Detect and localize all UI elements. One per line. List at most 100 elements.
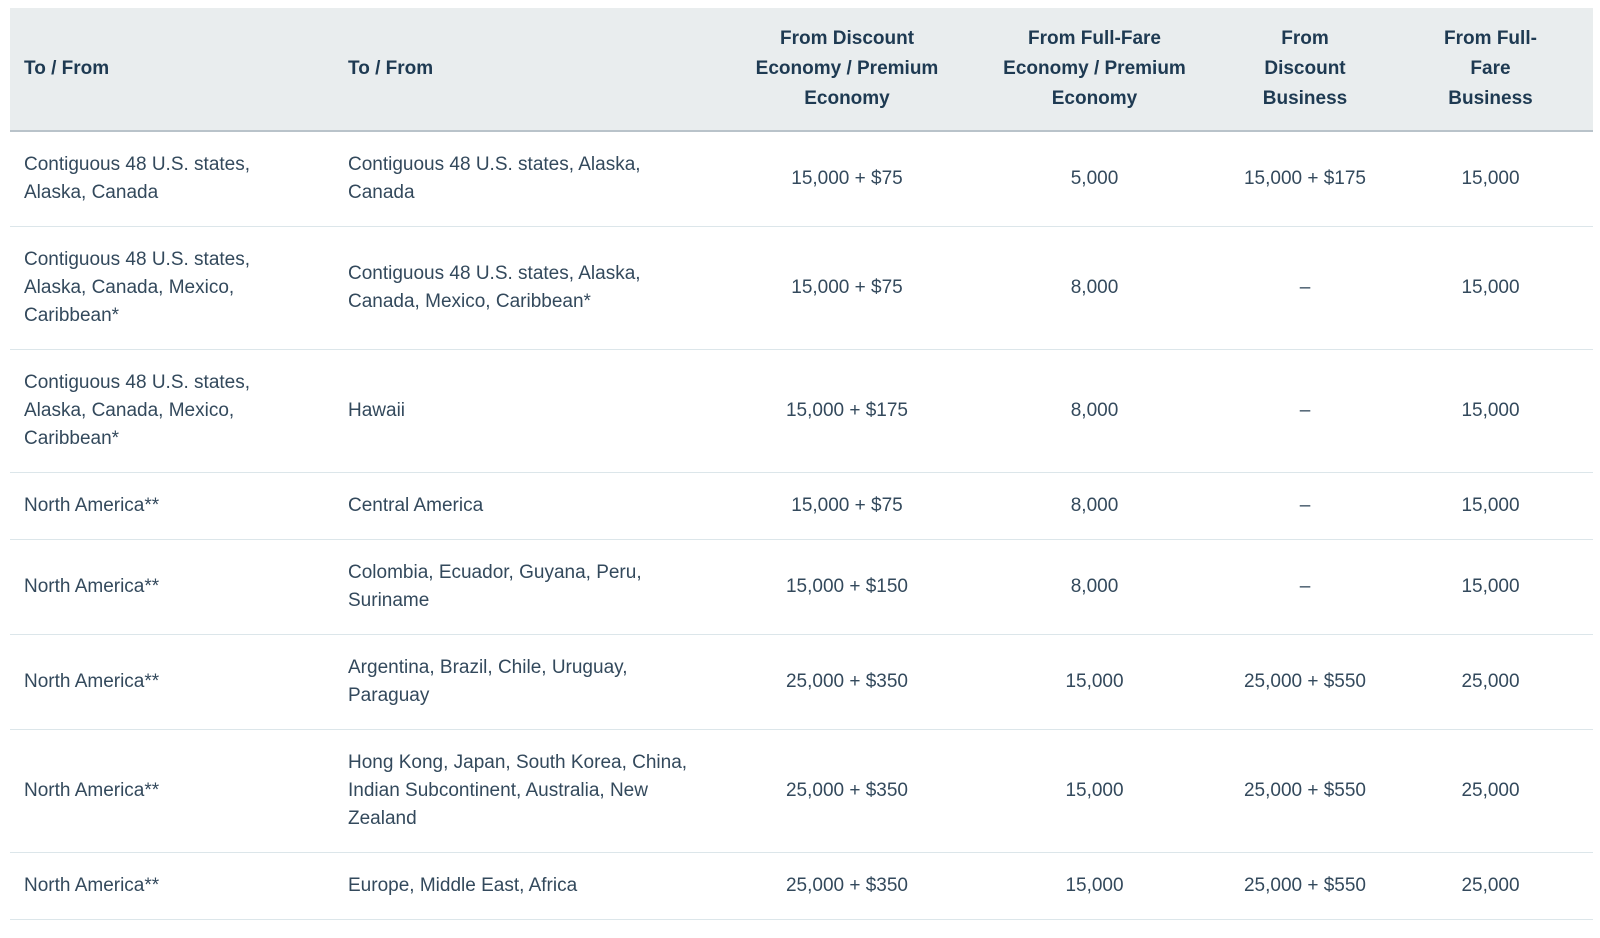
cell-full-fare-economy-price: 8,000 bbox=[979, 349, 1210, 473]
cell-text: Contiguous 48 U.S. states, Alaska, Canad… bbox=[24, 154, 251, 203]
col-header-label: From Full-Fare Economy / Premium Economy bbox=[1003, 28, 1186, 109]
col-header-label: To / From bbox=[348, 58, 434, 79]
cell-text: 25,000 + $350 bbox=[785, 671, 909, 692]
cell-full-fare-economy-price: 8,000 bbox=[979, 472, 1210, 540]
cell-discount-business-price: – bbox=[1210, 226, 1400, 350]
cell-text: North America** bbox=[24, 780, 160, 801]
cell-text: 15,000 + $150 bbox=[785, 576, 909, 597]
cell-text: 15,000 bbox=[1461, 277, 1520, 298]
cell-text: 8,000 bbox=[1070, 400, 1119, 421]
cell-discount-economy-price: 15,000 + $150 bbox=[731, 539, 979, 635]
cell-text: Central America bbox=[348, 495, 484, 516]
cell-origin-region: North America** bbox=[10, 539, 340, 635]
cell-text: North America** bbox=[24, 576, 160, 597]
table-row: North America** Colombia, Ecuador, Guyan… bbox=[10, 539, 1593, 635]
cell-destination-region: Hawaii bbox=[340, 349, 731, 473]
table-row: North America** Hong Kong, Japan, South … bbox=[10, 729, 1593, 853]
cell-text: 15,000 bbox=[1065, 875, 1124, 896]
col-header-label: From Full-Fare Business bbox=[1444, 28, 1537, 109]
cell-origin-region: Contiguous 48 U.S. states, Alaska, Canad… bbox=[10, 349, 340, 473]
cell-text: 25,000 + $350 bbox=[785, 780, 909, 801]
cell-text: 15,000 bbox=[1461, 400, 1520, 421]
table-row: Contiguous 48 U.S. states, Alaska, Canad… bbox=[10, 349, 1593, 473]
cell-origin-region: Contiguous 48 U.S. states, Alaska, Canad… bbox=[10, 131, 340, 227]
cell-text: 5,000 bbox=[1070, 168, 1119, 189]
cell-text: Contiguous 48 U.S. states, Alaska, Canad… bbox=[348, 263, 641, 312]
cell-origin-region: North America** bbox=[10, 729, 340, 853]
cell-discount-economy-price: 15,000 + $75 bbox=[731, 131, 979, 227]
cell-discount-economy-price: 25,000 + $350 bbox=[731, 634, 979, 730]
cell-full-fare-business-price: 15,000 bbox=[1400, 472, 1593, 540]
cell-text: 25,000 + $350 bbox=[785, 875, 909, 896]
cell-text: 15,000 bbox=[1065, 671, 1124, 692]
cell-destination-region: Contiguous 48 U.S. states, Alaska, Canad… bbox=[340, 131, 731, 227]
cell-discount-business-price: 15,000 + $175 bbox=[1210, 131, 1400, 227]
col-header-label: From Discount Economy / Premium Economy bbox=[755, 28, 939, 109]
cell-text: 25,000 bbox=[1461, 671, 1520, 692]
cell-destination-region: Europe, Middle East, Africa bbox=[340, 852, 731, 920]
cell-full-fare-business-price: 15,000 bbox=[1400, 131, 1593, 227]
cell-text: 25,000 + $550 bbox=[1243, 671, 1367, 692]
cell-text: 25,000 bbox=[1461, 780, 1520, 801]
cell-destination-region: Colombia, Ecuador, Guyana, Peru, Surinam… bbox=[340, 539, 731, 635]
cell-text: Colombia, Ecuador, Guyana, Peru, Surinam… bbox=[348, 562, 642, 611]
cell-text: Argentina, Brazil, Chile, Uruguay, Parag… bbox=[348, 657, 628, 706]
cell-origin-region: North America** bbox=[10, 852, 340, 920]
cell-full-fare-economy-price: 15,000 bbox=[979, 634, 1210, 730]
cell-text: 15,000 + $75 bbox=[791, 168, 903, 189]
cell-text: 15,000 bbox=[1065, 780, 1124, 801]
cell-full-fare-business-price: 15,000 bbox=[1400, 349, 1593, 473]
upgrade-award-chart-table: To / From To / From From Discount Econom… bbox=[10, 8, 1593, 920]
cell-text: 25,000 bbox=[1461, 875, 1520, 896]
cell-full-fare-economy-price: 15,000 bbox=[979, 852, 1210, 920]
cell-discount-economy-price: 15,000 + $75 bbox=[731, 226, 979, 350]
cell-discount-economy-price: 15,000 + $175 bbox=[731, 349, 979, 473]
cell-full-fare-economy-price: 15,000 bbox=[979, 729, 1210, 853]
cell-destination-region: Contiguous 48 U.S. states, Alaska, Canad… bbox=[340, 226, 731, 350]
cell-text: 8,000 bbox=[1070, 495, 1119, 516]
cell-text: Contiguous 48 U.S. states, Alaska, Canad… bbox=[348, 154, 641, 203]
col-header-discount-economy: From Discount Economy / Premium Economy bbox=[731, 8, 979, 132]
cell-discount-economy-price: 25,000 + $350 bbox=[731, 852, 979, 920]
cell-destination-region: Hong Kong, Japan, South Korea, China, In… bbox=[340, 729, 731, 853]
cell-full-fare-economy-price: 8,000 bbox=[979, 539, 1210, 635]
cell-text: Contiguous 48 U.S. states, Alaska, Canad… bbox=[24, 249, 251, 326]
cell-text: 8,000 bbox=[1070, 277, 1119, 298]
cell-text: 15,000 + $75 bbox=[791, 495, 903, 516]
cell-text: 15,000 + $75 bbox=[791, 277, 903, 298]
cell-origin-region: North America** bbox=[10, 634, 340, 730]
cell-text: Europe, Middle East, Africa bbox=[348, 875, 578, 896]
cell-origin-region: North America** bbox=[10, 472, 340, 540]
cell-text: Hong Kong, Japan, South Korea, China, In… bbox=[348, 752, 688, 829]
cell-text: – bbox=[1299, 576, 1311, 597]
cell-text: Contiguous 48 U.S. states, Alaska, Canad… bbox=[24, 372, 251, 449]
col-header-full-fare-business: From Full-Fare Business bbox=[1400, 8, 1593, 132]
col-header-label: To / From bbox=[24, 58, 110, 79]
table-row: North America** Argentina, Brazil, Chile… bbox=[10, 634, 1593, 730]
cell-discount-economy-price: 15,000 + $75 bbox=[731, 472, 979, 540]
cell-text: 25,000 + $550 bbox=[1243, 780, 1367, 801]
cell-text: – bbox=[1299, 277, 1311, 298]
cell-full-fare-business-price: 15,000 bbox=[1400, 539, 1593, 635]
cell-text: North America** bbox=[24, 875, 160, 896]
cell-text: North America** bbox=[24, 671, 160, 692]
cell-destination-region: Argentina, Brazil, Chile, Uruguay, Parag… bbox=[340, 634, 731, 730]
col-header-full-fare-economy: From Full-Fare Economy / Premium Economy bbox=[979, 8, 1210, 132]
cell-text: 15,000 bbox=[1461, 576, 1520, 597]
cell-full-fare-economy-price: 5,000 bbox=[979, 131, 1210, 227]
cell-discount-business-price: 25,000 + $550 bbox=[1210, 729, 1400, 853]
cell-text: 25,000 + $550 bbox=[1243, 875, 1367, 896]
col-header-discount-business: From Discount Business bbox=[1210, 8, 1400, 132]
cell-text: 15,000 bbox=[1461, 495, 1520, 516]
cell-full-fare-business-price: 25,000 bbox=[1400, 634, 1593, 730]
cell-text: 8,000 bbox=[1070, 576, 1119, 597]
cell-discount-business-price: 25,000 + $550 bbox=[1210, 852, 1400, 920]
cell-origin-region: Contiguous 48 U.S. states, Alaska, Canad… bbox=[10, 226, 340, 350]
cell-destination-region: Central America bbox=[340, 472, 731, 540]
cell-text: – bbox=[1299, 495, 1311, 516]
cell-discount-business-price: – bbox=[1210, 349, 1400, 473]
table-row: Contiguous 48 U.S. states, Alaska, Canad… bbox=[10, 226, 1593, 350]
cell-full-fare-business-price: 25,000 bbox=[1400, 852, 1593, 920]
cell-full-fare-economy-price: 8,000 bbox=[979, 226, 1210, 350]
col-header-label: From Discount Business bbox=[1262, 28, 1348, 109]
